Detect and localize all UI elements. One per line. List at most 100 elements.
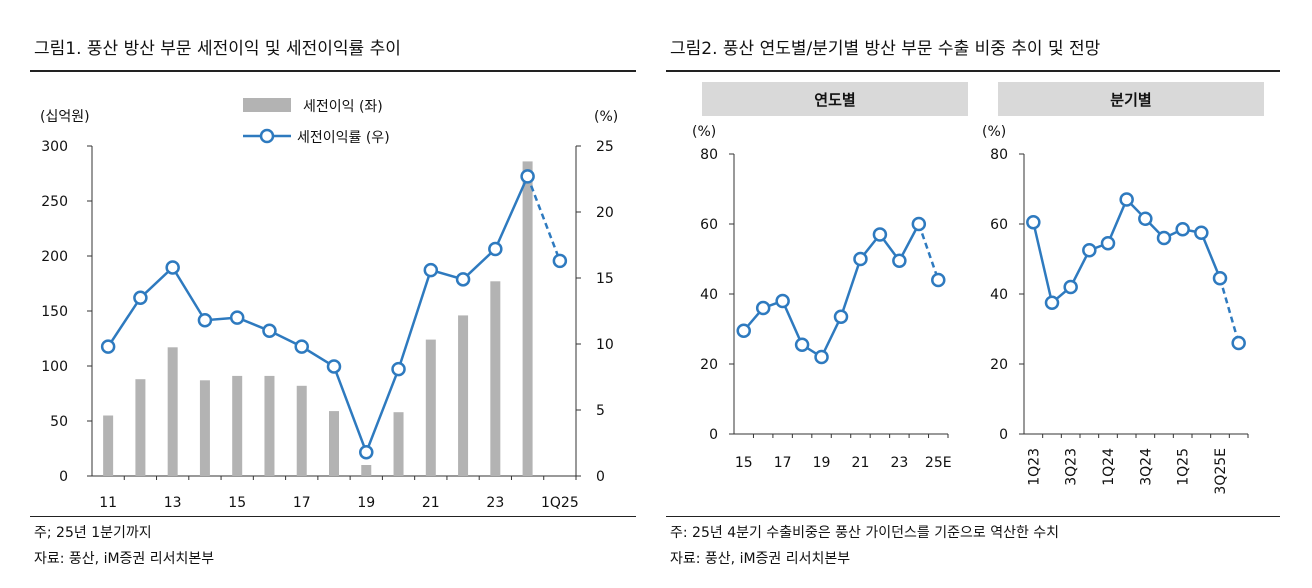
section-header-bg bbox=[998, 82, 1264, 116]
margin-point bbox=[488, 241, 503, 257]
left-tick-label: 200 bbox=[41, 249, 68, 265]
right-tick-label: 0 bbox=[596, 469, 605, 485]
share-point bbox=[1026, 215, 1041, 230]
margin-point bbox=[197, 312, 213, 328]
bar bbox=[425, 339, 436, 476]
share-point bbox=[794, 337, 810, 352]
margin-point bbox=[520, 169, 535, 184]
margin-point bbox=[359, 444, 374, 460]
bar bbox=[490, 281, 501, 476]
share-point bbox=[1063, 279, 1078, 295]
x-tick-label: 13 bbox=[164, 495, 182, 511]
figure1-footnote: 주; 25년 1분기까지 bbox=[34, 525, 152, 541]
margin-point bbox=[294, 339, 309, 354]
y-tick-label: 60 bbox=[700, 217, 718, 233]
bar bbox=[458, 315, 469, 476]
bar bbox=[393, 412, 404, 476]
margin-point bbox=[262, 323, 277, 339]
margin-point bbox=[165, 260, 180, 275]
left-tick-label: 150 bbox=[41, 304, 68, 320]
share-point bbox=[814, 349, 829, 365]
margin-line-forecast bbox=[526, 175, 562, 262]
left-tick-label: 50 bbox=[50, 414, 68, 430]
figure1-source: 자료: 풍산, iM증권 리서치본부 bbox=[34, 551, 215, 567]
figure1-title-rule bbox=[30, 70, 636, 72]
export-share-charts: 연도별 (%) 0 20 40 60 80 15 17 19 21 23 25E 분기별 (%) 0 20 40 6… bbox=[692, 82, 1264, 495]
share-line bbox=[1032, 197, 1222, 306]
share-point bbox=[1212, 271, 1228, 286]
share-point bbox=[736, 323, 751, 338]
right-tick-label: 5 bbox=[596, 403, 605, 419]
right-tick-label: 10 bbox=[596, 337, 614, 353]
share-point bbox=[892, 253, 907, 268]
left-tick-label: 0 bbox=[59, 469, 68, 485]
figure1-bottom-rule bbox=[30, 516, 636, 517]
share-point bbox=[853, 251, 868, 267]
bar bbox=[199, 380, 210, 476]
x-tick-label: 15 bbox=[735, 455, 753, 471]
section-header-bg bbox=[702, 82, 968, 116]
x-tick-label: 17 bbox=[774, 455, 792, 471]
y-axis-unit: (%) bbox=[692, 124, 716, 140]
share-point bbox=[1231, 335, 1246, 351]
x-tick-label: 23 bbox=[890, 455, 908, 471]
margin-point bbox=[391, 361, 406, 377]
legend-bar-swatch bbox=[243, 98, 291, 112]
right-tick-label: 15 bbox=[596, 271, 614, 287]
share-line bbox=[742, 223, 920, 359]
x-tick-label: 1Q25 bbox=[1176, 448, 1192, 486]
share-point bbox=[1119, 192, 1134, 207]
share-point bbox=[1082, 243, 1097, 258]
bar bbox=[103, 415, 114, 476]
bar bbox=[522, 161, 533, 476]
x-tick-label: 3Q24 bbox=[1138, 448, 1154, 486]
margin-point bbox=[423, 262, 439, 278]
share-point bbox=[1044, 295, 1060, 310]
figure2-bottom-rule bbox=[666, 516, 1280, 517]
share-line-forecast bbox=[1218, 277, 1240, 344]
x-tick-label: 3Q25E bbox=[1213, 448, 1229, 495]
y-tick-label: 80 bbox=[700, 147, 718, 163]
right-tick-label: 25 bbox=[596, 139, 614, 155]
margin-point bbox=[326, 359, 342, 374]
x-tick-label: 19 bbox=[813, 455, 831, 471]
y-tick-label: 40 bbox=[990, 287, 1008, 303]
margin-point bbox=[100, 339, 116, 354]
bar bbox=[361, 465, 372, 476]
x-tick-label: 1Q24 bbox=[1101, 448, 1117, 486]
share-line-forecast bbox=[917, 223, 940, 281]
x-tick-label: 23 bbox=[486, 495, 504, 511]
share-point bbox=[931, 272, 946, 288]
margin-point bbox=[229, 310, 245, 325]
figure2-source: 자료: 풍산, iM증권 리서치본부 bbox=[670, 551, 851, 567]
margin-point bbox=[133, 290, 148, 306]
margin-point bbox=[455, 272, 471, 287]
x-tick-label: 25E bbox=[925, 455, 952, 471]
margin-point bbox=[552, 253, 568, 269]
left-tick-label: 250 bbox=[41, 194, 68, 210]
bar bbox=[264, 375, 275, 476]
share-point bbox=[1175, 222, 1190, 237]
profit-chart: 0 50 100 150 200 250 300 0 5 10 15 20 25 11 13 15 17 19 21… bbox=[40, 98, 618, 511]
share-point bbox=[1194, 225, 1209, 240]
share-point bbox=[775, 293, 790, 309]
x-tick-label: 17 bbox=[293, 495, 311, 511]
bar bbox=[232, 375, 243, 476]
x-tick-label: 1Q25 bbox=[541, 495, 579, 511]
bar bbox=[167, 347, 178, 476]
y-tick-label: 0 bbox=[709, 427, 718, 443]
share-point bbox=[755, 300, 771, 316]
y-tick-label: 40 bbox=[700, 287, 718, 303]
y-axis-unit: (%) bbox=[982, 124, 1006, 140]
share-point bbox=[872, 227, 888, 242]
x-tick-label: 11 bbox=[99, 495, 117, 511]
x-tick-label: 3Q23 bbox=[1064, 448, 1080, 486]
bar bbox=[135, 379, 146, 476]
figure2-title-rule bbox=[666, 70, 1280, 72]
figure2-title: 그림2. 풍산 연도별/분기별 방산 부문 수출 비중 추이 및 전망 bbox=[670, 39, 1101, 59]
legend-line-marker bbox=[259, 128, 275, 144]
share-point bbox=[1138, 211, 1153, 226]
y-tick-label: 80 bbox=[990, 147, 1008, 163]
left-tick-label: 100 bbox=[41, 359, 68, 375]
y-tick-label: 60 bbox=[990, 217, 1008, 233]
